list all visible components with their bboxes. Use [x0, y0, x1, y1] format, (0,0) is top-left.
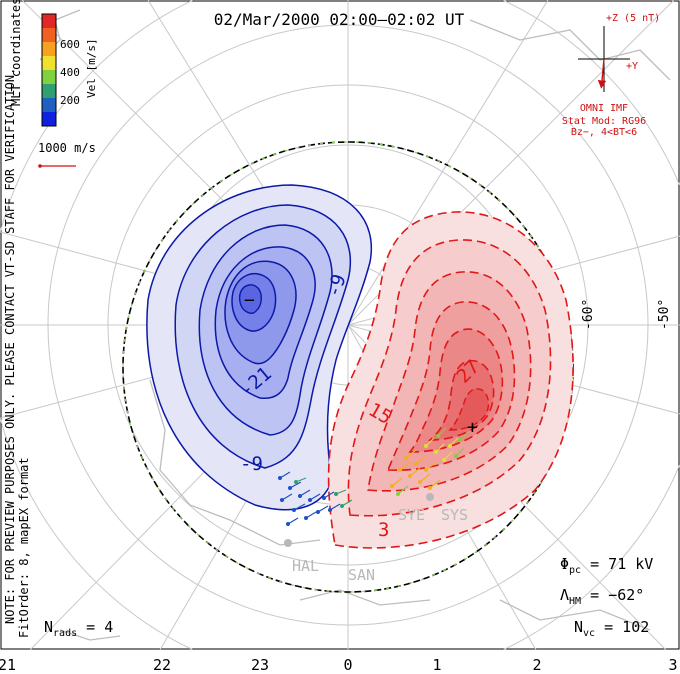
- stat-phi-pc: Φpc = 71 kV: [560, 555, 653, 576]
- imf-y-label: +Y: [626, 61, 638, 72]
- colorbar-tick-600: 600: [60, 38, 80, 51]
- mlt-tick-label: 1: [432, 656, 441, 674]
- mlt-tick-label: 21: [0, 656, 16, 674]
- reference-vector: 1000 m/s: [38, 141, 96, 168]
- colorbar-cell: [42, 42, 56, 57]
- chart-title: 02/Mar/2000 02:00–02:02 UT: [214, 10, 465, 29]
- radar-label-sye: SYE: [398, 506, 425, 524]
- mlt-axis: 21 22 23 0 1 2 3: [0, 656, 678, 674]
- imf-z-label: +Z (5 nT): [606, 13, 660, 24]
- contour-label-pos-3: 3: [378, 519, 389, 541]
- imf-stat-condition: Bz−, 4<BT<6: [571, 127, 637, 138]
- colorbar-cell: [42, 70, 56, 85]
- radar-label-san: SAN: [348, 566, 375, 584]
- imf-source-label: OMNI IMF: [580, 103, 628, 114]
- colorbar-cell: [42, 28, 56, 43]
- positive-convection-cell: [327, 211, 574, 549]
- colorbar-label: Vel [m/s]: [85, 38, 98, 98]
- colorbar-cell: [42, 14, 56, 29]
- radar-label-sys: SYS: [441, 506, 468, 524]
- preview-note: NOTE: FOR PREVIEW PURPOSES ONLY. PLEASE …: [3, 68, 17, 624]
- color-bar: 600 400 200 Vel [m/s]: [41, 13, 98, 127]
- radar-labels: SYE SYS HAL SAN: [292, 506, 468, 584]
- colorbar-cell: [42, 112, 56, 127]
- latitude-label-60: -60°: [581, 299, 596, 330]
- latitude-label-50: -50°: [657, 299, 672, 330]
- mlt-tick-label: 3: [668, 656, 677, 674]
- radar-label-hal: HAL: [292, 557, 319, 575]
- mlt-tick-label: 0: [343, 656, 352, 674]
- potential-max-marker: +: [467, 417, 478, 438]
- mlt-tick-label: 2: [532, 656, 541, 674]
- imf-clock: +Z (5 nT) +Y OMNI IMF Stat Mod: RG96 Bz−…: [562, 13, 660, 138]
- reference-vector-label: 1000 m/s: [38, 141, 96, 155]
- negative-convection-cell: [146, 184, 373, 511]
- mlt-tick-label: 23: [251, 656, 269, 674]
- colorbar-cell: [42, 56, 56, 71]
- coordinate-label: MLT coordinates: [9, 0, 23, 106]
- colorbar-cell: [42, 84, 56, 99]
- stat-n-rads: Nrads = 4: [44, 618, 113, 639]
- colorbar-tick-200: 200: [60, 94, 80, 107]
- stat-n-vc: Nvc = 102: [574, 618, 649, 639]
- contour-label-neg-9b: -9: [240, 453, 263, 475]
- stat-lambda-hm: ΛHM = −62°: [560, 586, 644, 607]
- fit-info: FitOrder: 8, mapEX format: [17, 457, 31, 638]
- fit-statistics: Φpc = 71 kV ΛHM = −62° Nvc = 102 Nrads =…: [44, 555, 653, 639]
- mlt-tick-label: 22: [153, 656, 171, 674]
- colorbar-tick-400: 400: [60, 66, 80, 79]
- velocity-vectors: [278, 427, 469, 526]
- imf-stat-model: Stat Mod: RG96: [562, 116, 646, 127]
- radar-sites: [284, 493, 434, 547]
- colorbar-cell: [42, 98, 56, 113]
- coastlines: [39, 9, 671, 641]
- potential-min-marker: −: [244, 290, 255, 311]
